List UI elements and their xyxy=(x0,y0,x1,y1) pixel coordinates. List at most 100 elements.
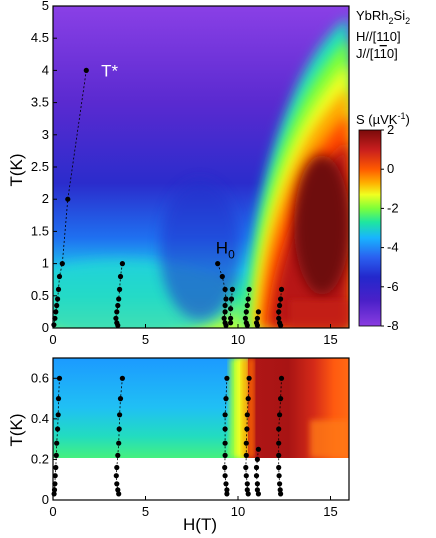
bottom-data-point xyxy=(278,491,284,497)
top-y-tick-label: 2 xyxy=(42,191,49,206)
top-data-point xyxy=(243,309,249,315)
field-direction: H//[110] xyxy=(356,29,401,44)
top-y-axis-label: T(K) xyxy=(7,153,26,186)
top-x-tick-label: 10 xyxy=(231,332,245,347)
bottom-data-point xyxy=(117,396,124,402)
bottom-data-point xyxy=(277,412,283,418)
top-data-point xyxy=(278,296,284,302)
bottom-data-point xyxy=(224,375,230,381)
bottom-y-tick-label: 0.2 xyxy=(31,451,49,466)
top-data-point xyxy=(228,320,234,326)
bottom-data-point xyxy=(222,464,228,471)
material-formula: YbRh2Si2 xyxy=(356,8,410,26)
bottom-plot-frame xyxy=(52,357,350,501)
top-data-point xyxy=(65,196,71,202)
bottom-data-point xyxy=(277,487,283,493)
top-series-line-2 xyxy=(115,263,123,326)
top-x-tick-label: 15 xyxy=(323,332,337,347)
bottom-data-point xyxy=(224,491,230,497)
top-data-point xyxy=(222,309,228,315)
bottom-data-point xyxy=(243,464,249,471)
top-x-tick-label: 0 xyxy=(49,332,56,347)
bottom-data-point xyxy=(56,375,63,381)
top-data-point xyxy=(229,286,235,292)
top-data-point xyxy=(117,286,123,292)
top-data-point xyxy=(228,315,234,321)
top-y-tick-label: 2.5 xyxy=(31,159,49,174)
bottom-data-point xyxy=(53,452,59,458)
top-data-point xyxy=(115,322,121,328)
top-data-point xyxy=(54,302,60,309)
top-y-tick-label: 4 xyxy=(42,62,49,77)
bottom-data-point xyxy=(254,456,260,462)
bottom-data-point xyxy=(115,452,121,458)
colorbar-tick-label: -6 xyxy=(387,279,399,294)
bottom-data-point xyxy=(254,481,260,487)
bottom-data-point xyxy=(55,412,61,418)
bottom-data-point xyxy=(222,426,228,432)
bottom-data-point xyxy=(223,481,229,487)
bottom-data-point xyxy=(224,487,230,493)
bottom-x-tick-label: 10 xyxy=(231,504,245,519)
bottom-data-point xyxy=(51,487,58,493)
top-y-tick-label: 1 xyxy=(42,256,49,271)
top-data-point xyxy=(223,322,229,328)
top-data-point xyxy=(242,315,248,321)
top-data-point xyxy=(255,309,261,315)
x-axis-label: H(T) xyxy=(183,515,217,534)
top-data-point xyxy=(55,296,61,302)
top-data-point xyxy=(59,261,65,267)
top-heatmap-field xyxy=(53,6,349,328)
bottom-data-point xyxy=(246,375,252,381)
bottom-data-point xyxy=(253,473,260,479)
colorbar-tick-label: -4 xyxy=(387,240,399,255)
bottom-data-point xyxy=(115,487,121,493)
bottom-data-point xyxy=(119,375,125,381)
bottom-data-point xyxy=(244,412,250,418)
bottom-data-point xyxy=(244,487,250,493)
top-data-point xyxy=(52,315,58,321)
bottom-y-tick-label: 0 xyxy=(42,492,49,507)
bottom-data-point xyxy=(222,412,228,418)
top-data-point xyxy=(117,273,124,280)
top-y-tick-label: 4.5 xyxy=(31,30,49,45)
top-data-point xyxy=(246,286,252,292)
top-data-point xyxy=(228,296,235,302)
top-data-point xyxy=(276,315,282,321)
bottom-data-point xyxy=(276,426,282,432)
h0-annotation: H0 xyxy=(216,239,235,262)
colorbar xyxy=(358,129,382,327)
colorbar-tick-label: 0 xyxy=(387,161,394,176)
bottom-data-point xyxy=(116,491,122,497)
top-data-point xyxy=(277,302,283,309)
bottom-data-point xyxy=(243,473,249,479)
top-data-point xyxy=(254,315,260,321)
top-y-tick-label: 1.5 xyxy=(31,223,49,238)
bottom-data-point xyxy=(244,481,250,487)
current-direction: J//[110] xyxy=(356,46,398,61)
bottom-data-point xyxy=(254,487,260,493)
top-data-point xyxy=(222,302,228,309)
bottom-y-axis-label: T(K) xyxy=(7,413,26,446)
top-data-point xyxy=(278,286,285,292)
bottom-data-point xyxy=(51,491,57,497)
bottom-data-point xyxy=(116,426,122,432)
top-x-tick-label: 5 xyxy=(142,332,149,347)
top-data-point xyxy=(116,296,122,302)
bottom-x-tick-label: 0 xyxy=(49,504,56,519)
top-y-tick-label: 5 xyxy=(42,0,49,13)
bottom-data-point xyxy=(116,440,122,446)
colorbar-tick-label: -2 xyxy=(387,200,399,215)
top-data-point xyxy=(223,296,229,302)
top-data-point xyxy=(113,315,119,321)
bottom-data-point xyxy=(222,440,228,446)
tstar-annotation: T* xyxy=(101,61,118,80)
top-axes: 0 5 10 15 0 0.5 1 1.5 2 2.5 3 3.5 4 4.5 5 xyxy=(31,0,338,347)
colorbar-tick-label: 2 xyxy=(387,122,394,137)
bottom-data-point xyxy=(222,452,228,458)
bottom-series-layer xyxy=(51,375,285,497)
top-y-tick-label: 0 xyxy=(42,320,49,335)
colorbar-label: S (µVK-1) xyxy=(356,111,410,127)
bottom-data-point xyxy=(276,452,282,458)
top-data-point xyxy=(56,273,63,280)
